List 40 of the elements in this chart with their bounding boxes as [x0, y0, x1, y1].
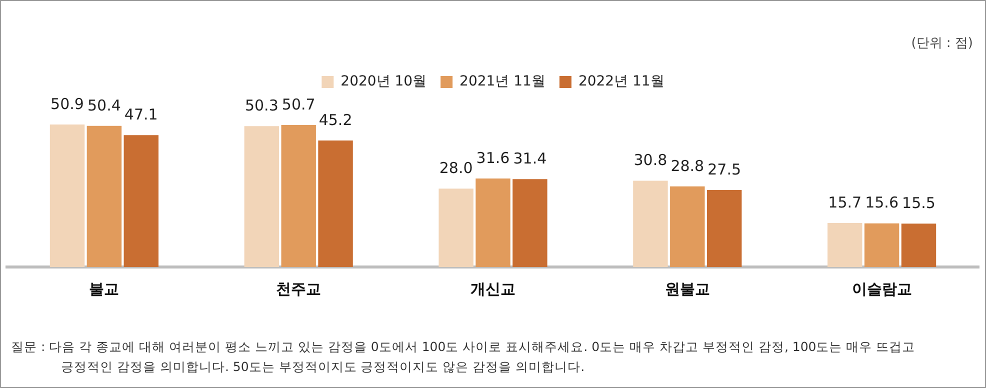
data-label: 15.7 [828, 193, 862, 212]
data-label: 50.4 [87, 96, 121, 114]
bar [706, 190, 742, 267]
legend-label: 2022년 11월 [578, 74, 664, 90]
bar [633, 180, 668, 267]
bar [244, 126, 280, 267]
bar [828, 223, 862, 267]
data-label: 50.7 [282, 95, 316, 114]
x-tick-label: 이슬람교 [852, 280, 912, 298]
bar [438, 188, 474, 267]
data-label: 30.8 [634, 151, 668, 170]
bar [281, 125, 316, 267]
x-tick-label: 불교 [89, 280, 120, 298]
text: (단위 : 점) [911, 35, 973, 52]
bar [318, 140, 353, 267]
data-label: 31.4 [513, 149, 547, 168]
data-label: 50.9 [50, 94, 84, 113]
data-label: 28.8 [670, 156, 704, 175]
data-label: 45.2 [318, 110, 352, 129]
data-label: 47.1 [124, 106, 158, 124]
bar [86, 126, 122, 267]
bar [670, 186, 705, 267]
data-label: 15.6 [865, 194, 899, 212]
bar [476, 178, 510, 267]
bar [864, 223, 900, 267]
data-label: 50.3 [244, 96, 278, 115]
bar [50, 124, 85, 267]
legend-label: 2021년 11월 [460, 74, 546, 90]
text: 질문 : 다음 각 종교에 대해 여러분이 평소 느끼고 있는 감정을 0도에서 100도 사이로 표시해주세요. 0도는 매우 차갑고 부정적인 감정, 100도는 매우 뜨겁고 긍정적인 감정을 의미합니다. 50도는 부정적이지도 긍정적이지도 않은 감정을 의미합니다. [11, 338, 916, 376]
bar [901, 224, 936, 267]
data-label: 31.6 [476, 148, 510, 167]
data-label: 27.5 [708, 160, 742, 178]
x-tick-label: 원불교 [664, 280, 710, 298]
x-tick-label: 개신교 [470, 280, 516, 298]
legend-label: 2020년 10월 [340, 74, 427, 90]
x-tick-label: 천주교 [276, 280, 322, 298]
bar [124, 135, 158, 267]
data-label: 28.0 [439, 158, 473, 177]
bar [512, 179, 548, 267]
data-label: 15.5 [902, 194, 936, 212]
